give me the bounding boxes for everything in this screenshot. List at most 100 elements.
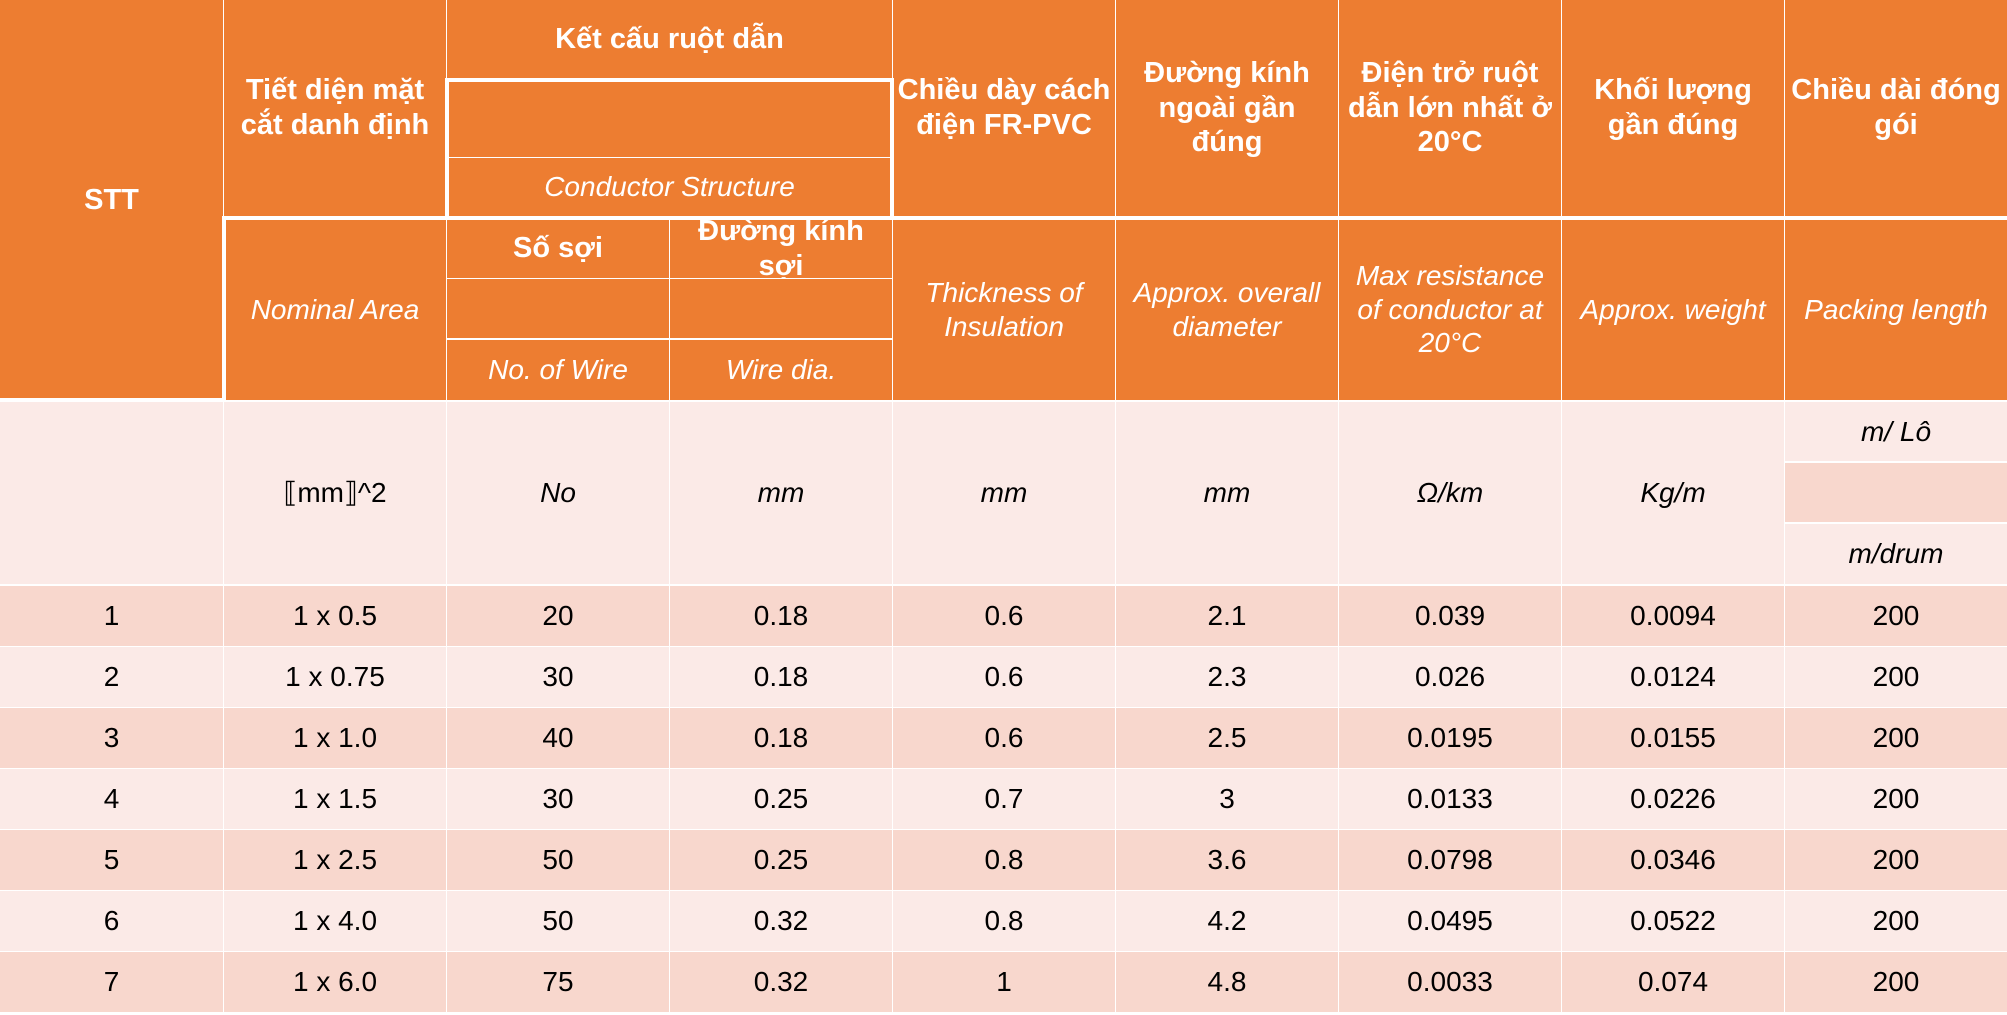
cell-insulation: 0.6 bbox=[893, 647, 1115, 707]
cell-area: 1 x 0.5 bbox=[224, 586, 446, 646]
header-structure-en: Conductor Structure bbox=[447, 158, 892, 216]
unit-diameter: mm bbox=[1116, 402, 1338, 584]
cell-insulation: 0.7 bbox=[893, 769, 1115, 829]
header-area-en: Nominal Area bbox=[224, 219, 446, 400]
header-wire-dia-en: Wire dia. bbox=[670, 340, 892, 400]
header-weight-en: Approx. weight bbox=[1562, 219, 1784, 400]
cell-diameter: 2.1 bbox=[1116, 586, 1338, 646]
cell-stt: 1 bbox=[0, 586, 223, 646]
header-resistance-vi: Điện trở ruột dẫn lớn nhất ở 20°C bbox=[1339, 0, 1561, 216]
cell-wire-dia: 0.18 bbox=[670, 586, 892, 646]
cell-diameter: 3 bbox=[1116, 769, 1338, 829]
structure-border-right bbox=[890, 78, 894, 220]
header-divider bbox=[224, 216, 2007, 220]
structure-border-top bbox=[445, 78, 893, 82]
cell-insulation: 1 bbox=[893, 952, 1115, 1012]
cell-stt: 2 bbox=[0, 647, 223, 707]
cell-insulation: 0.6 bbox=[893, 708, 1115, 768]
header-packing-vi: Chiều dài đóng gói bbox=[1785, 0, 2007, 216]
cell-wire-count: 20 bbox=[447, 586, 669, 646]
cell-diameter: 2.3 bbox=[1116, 647, 1338, 707]
header-structure-blank bbox=[447, 80, 892, 157]
cell-weight: 0.0226 bbox=[1562, 769, 1784, 829]
cell-diameter: 4.8 bbox=[1116, 952, 1338, 1012]
cell-packing: 200 bbox=[1785, 708, 2007, 768]
cell-resistance: 0.0798 bbox=[1339, 830, 1561, 890]
cell-stt: 5 bbox=[0, 830, 223, 890]
cell-diameter: 3.6 bbox=[1116, 830, 1338, 890]
header-packing-en: Packing length bbox=[1785, 219, 2007, 400]
cell-insulation: 0.8 bbox=[893, 891, 1115, 951]
cell-stt: 3 bbox=[0, 708, 223, 768]
cell-packing: 200 bbox=[1785, 891, 2007, 951]
header-wire-dia-vi: Đường kính sợi bbox=[670, 215, 892, 282]
header-wire-count-vi: Số sợi bbox=[447, 219, 669, 278]
cell-resistance: 0.039 bbox=[1339, 586, 1561, 646]
cell-packing: 200 bbox=[1785, 952, 2007, 1012]
cell-diameter: 4.2 bbox=[1116, 891, 1338, 951]
header-diameter-en: Approx. overall diameter bbox=[1116, 219, 1338, 400]
unit-resistance: Ω/km bbox=[1339, 402, 1561, 584]
cell-area: 1 x 0.75 bbox=[224, 647, 446, 707]
cell-stt: 6 bbox=[0, 891, 223, 951]
cell-resistance: 0.0133 bbox=[1339, 769, 1561, 829]
cell-packing: 200 bbox=[1785, 586, 2007, 646]
cell-wire-count: 50 bbox=[447, 830, 669, 890]
cell-wire-dia: 0.32 bbox=[670, 952, 892, 1012]
unit-wire-count: No bbox=[447, 402, 669, 584]
header-wire-count-en: No. of Wire bbox=[447, 340, 669, 400]
stt-border-bottom bbox=[0, 398, 226, 402]
cell-diameter: 2.5 bbox=[1116, 708, 1338, 768]
cell-area: 1 x 4.0 bbox=[224, 891, 446, 951]
unit-stt bbox=[0, 402, 223, 584]
cell-packing: 200 bbox=[1785, 647, 2007, 707]
cell-resistance: 0.026 bbox=[1339, 647, 1561, 707]
cell-area: 1 x 6.0 bbox=[224, 952, 446, 1012]
cell-area: 1 x 1.0 bbox=[224, 708, 446, 768]
cell-wire-dia: 0.18 bbox=[670, 708, 892, 768]
header-wire-count-blank bbox=[447, 279, 669, 338]
cell-weight: 0.0155 bbox=[1562, 708, 1784, 768]
header-stt: STT bbox=[0, 0, 223, 400]
unit-area: ⟦mm⟧^2 bbox=[224, 402, 446, 584]
cell-stt: 7 bbox=[0, 952, 223, 1012]
unit-packing-vi: m/ Lô bbox=[1785, 402, 2007, 461]
header-resistance-en: Max resistance of conductor at 20°C bbox=[1339, 219, 1561, 400]
cell-wire-dia: 0.25 bbox=[670, 769, 892, 829]
cell-resistance: 0.0495 bbox=[1339, 891, 1561, 951]
cell-weight: 0.074 bbox=[1562, 952, 1784, 1012]
cell-area: 1 x 1.5 bbox=[224, 769, 446, 829]
cell-weight: 0.0124 bbox=[1562, 647, 1784, 707]
cell-stt: 4 bbox=[0, 769, 223, 829]
cell-resistance: 0.0195 bbox=[1339, 708, 1561, 768]
cell-wire-count: 75 bbox=[447, 952, 669, 1012]
cell-area: 1 x 2.5 bbox=[224, 830, 446, 890]
header-diameter-vi: Đường kính ngoài gần đúng bbox=[1116, 0, 1338, 216]
cell-weight: 0.0094 bbox=[1562, 586, 1784, 646]
cell-resistance: 0.0033 bbox=[1339, 952, 1561, 1012]
cell-insulation: 0.8 bbox=[893, 830, 1115, 890]
header-insulation-en: Thickness of Insulation bbox=[893, 219, 1115, 400]
cell-wire-dia: 0.32 bbox=[670, 891, 892, 951]
cell-packing: 200 bbox=[1785, 769, 2007, 829]
unit-packing-blank bbox=[1785, 463, 2007, 522]
header-insulation-vi: Chiều dày cách điện FR-PVC bbox=[893, 0, 1115, 216]
area-border-left bbox=[222, 216, 226, 402]
unit-wire-dia: mm bbox=[670, 402, 892, 584]
cell-wire-count: 30 bbox=[447, 647, 669, 707]
unit-packing-en: m/drum bbox=[1785, 524, 2007, 584]
cell-wire-dia: 0.25 bbox=[670, 830, 892, 890]
unit-insulation: mm bbox=[893, 402, 1115, 584]
header-area-vi: Tiết diện mặt cắt danh định bbox=[224, 0, 446, 216]
header-weight-vi: Khối lượng gần đúng bbox=[1562, 0, 1784, 216]
cell-wire-count: 30 bbox=[447, 769, 669, 829]
cell-weight: 0.0522 bbox=[1562, 891, 1784, 951]
cell-wire-count: 40 bbox=[447, 708, 669, 768]
cell-wire-count: 50 bbox=[447, 891, 669, 951]
cell-insulation: 0.6 bbox=[893, 586, 1115, 646]
header-structure-vi: Kết cấu ruột dẫn bbox=[447, 0, 892, 78]
cell-weight: 0.0346 bbox=[1562, 830, 1784, 890]
structure-border-left bbox=[445, 78, 449, 220]
unit-weight: Kg/m bbox=[1562, 402, 1784, 584]
